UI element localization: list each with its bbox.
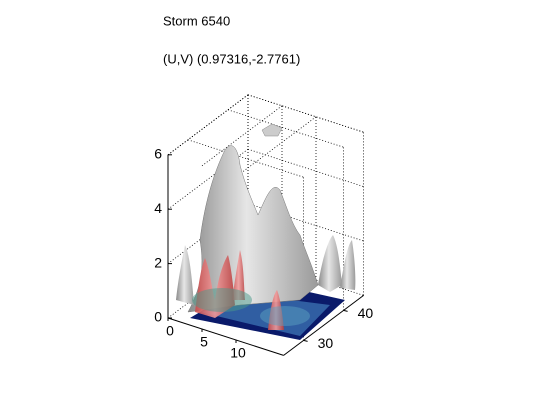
y-axis [283, 294, 364, 356]
x-axis [167, 317, 284, 356]
chart-title: Storm 6540 [163, 13, 230, 28]
y-tick [303, 339, 308, 342]
x-tick-label: 0 [166, 323, 174, 339]
z-tick-label: 2 [154, 254, 162, 270]
tick-layer: 0 2 4 6 0 5 10 30 40 [154, 146, 373, 361]
z-tick-label: 6 [154, 146, 162, 162]
surface [176, 123, 356, 340]
y-tick-label: 30 [318, 335, 334, 351]
y-tick [343, 309, 348, 312]
x-tick-label: 5 [200, 334, 208, 350]
grid-line [247, 203, 364, 242]
y-tick-label: 40 [358, 305, 374, 321]
grid-line [247, 148, 364, 187]
grid-line [247, 94, 364, 133]
grid-line [167, 94, 249, 156]
axes-box [167, 94, 365, 341]
chart-subtitle: (U,V) (0.97316,-2.7761) [163, 51, 300, 66]
grid-line [227, 109, 344, 148]
z-tick-label: 0 [154, 309, 162, 325]
grid-line [187, 139, 304, 178]
z-tick-label: 4 [154, 200, 162, 216]
x-tick-label: 10 [230, 345, 246, 361]
